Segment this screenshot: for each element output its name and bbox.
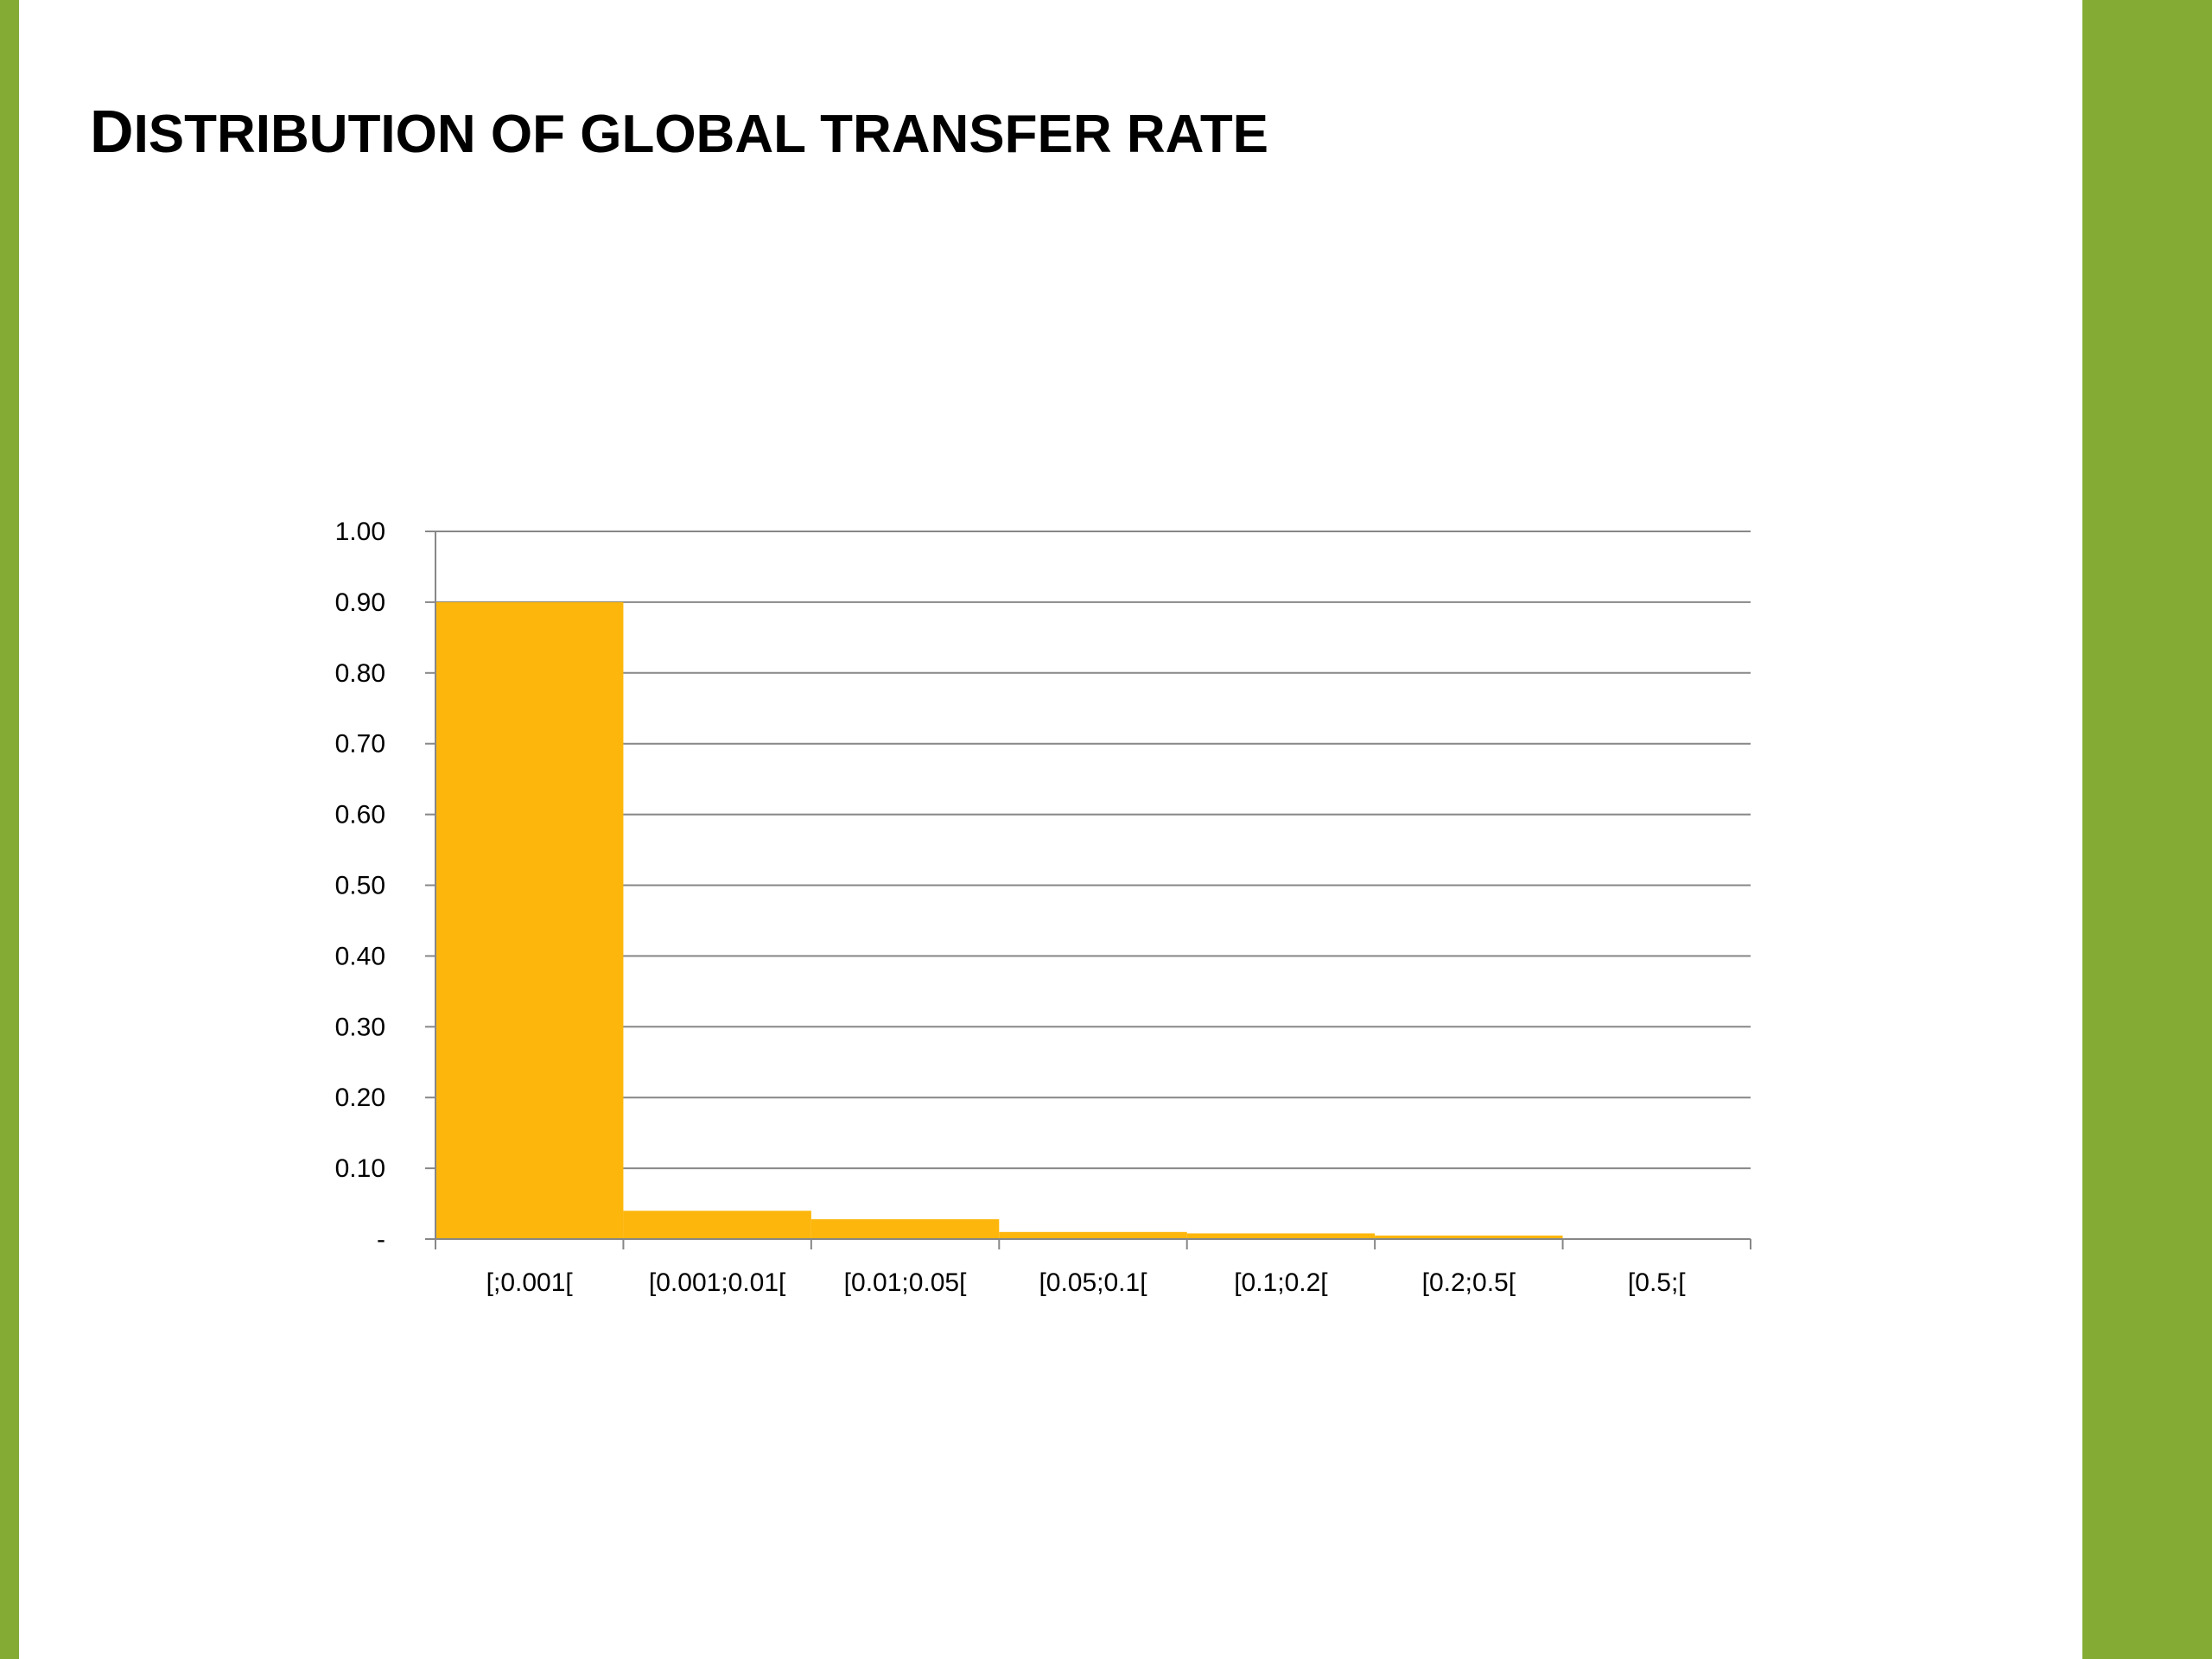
y-tick-label: 0.30 bbox=[335, 1013, 385, 1041]
x-tick-label: [0.01;0.05[ bbox=[844, 1268, 967, 1297]
y-tick-label: 0.20 bbox=[335, 1084, 385, 1112]
x-tick-label: [0.1;0.2[ bbox=[1234, 1268, 1328, 1297]
y-tick-label: 0.70 bbox=[335, 730, 385, 759]
slide-title: DISTRIBUTION OF GLOBAL TRANSFER RATE bbox=[90, 98, 1269, 165]
y-tick-label: 0.80 bbox=[335, 659, 385, 688]
x-tick-label: [0.05;0.1[ bbox=[1039, 1268, 1147, 1297]
y-tick-label: 0.40 bbox=[335, 942, 385, 970]
y-tick-label: 0.50 bbox=[335, 872, 385, 900]
bar-0.20.5 bbox=[1375, 1235, 1563, 1239]
y-tick-label: 0.10 bbox=[335, 1154, 385, 1183]
x-tick-label: [0.5;[ bbox=[1628, 1268, 1686, 1297]
bar-0.050.1 bbox=[999, 1231, 1187, 1239]
left-accent-bar bbox=[0, 0, 19, 1659]
y-tick-label: 0.90 bbox=[335, 588, 385, 617]
y-tick-label: - bbox=[377, 1225, 385, 1254]
y-tick-label: 1.00 bbox=[335, 518, 385, 546]
y-tick-label: 0.60 bbox=[335, 801, 385, 830]
bar-0.10.2 bbox=[1186, 1233, 1376, 1239]
bar-0.001 bbox=[435, 601, 624, 1239]
bar-0.010.05 bbox=[810, 1219, 1000, 1239]
x-tick-label: [;0.001[ bbox=[486, 1268, 574, 1297]
x-tick-label: [0.2;0.5[ bbox=[1422, 1268, 1516, 1297]
right-accent-bar bbox=[2082, 0, 2212, 1659]
bar-0.0010.01 bbox=[623, 1211, 811, 1239]
x-tick-label: [0.001;0.01[ bbox=[649, 1268, 786, 1297]
